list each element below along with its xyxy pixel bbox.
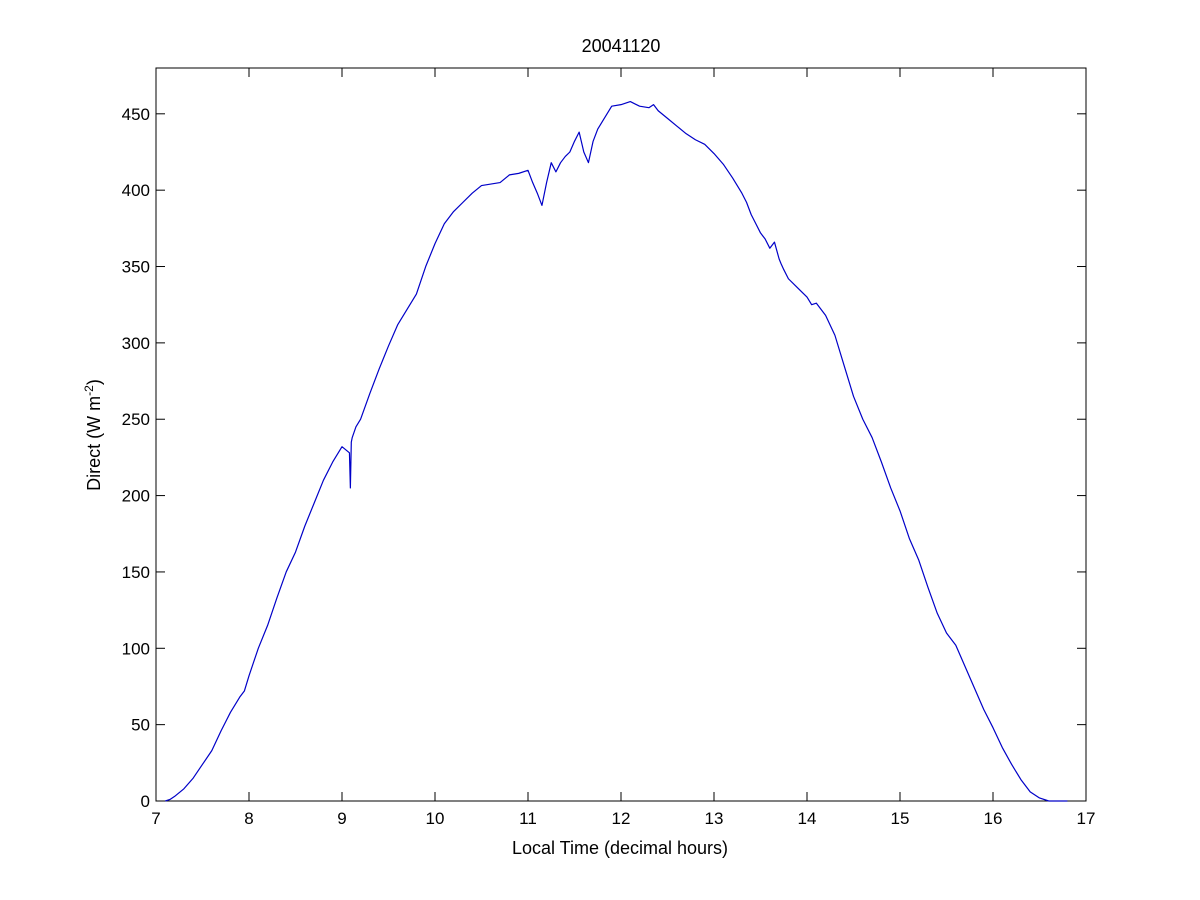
y-tick-label: 150 [122,563,150,582]
x-axis-title: Local Time (decimal hours) [512,838,728,858]
x-tick-label: 10 [426,809,445,828]
y-tick-label: 50 [131,716,150,735]
y-tick-label: 250 [122,410,150,429]
x-axis-ticks: 7 8 9 10 11 12 13 14 15 16 17 [151,68,1095,828]
x-tick-label: 16 [984,809,1003,828]
y-tick-label: 350 [122,258,150,277]
x-tick-label: 7 [151,809,160,828]
y-tick-label: 0 [141,792,150,811]
chart-title: 20041120 [582,36,661,56]
y-tick-label: 450 [122,105,150,124]
y-axis-ticks: 0 50 100 150 200 250 300 350 400 450 [122,105,1086,811]
y-tick-label: 400 [122,181,150,200]
y-axis-title-close: ) [84,379,104,385]
y-axis-title: Direct (W m-2) [82,379,104,491]
x-tick-label: 11 [519,809,537,828]
x-tick-label: 8 [244,809,253,828]
direct-irradiance-line [165,101,1068,802]
y-axis-title-main: Direct (W m [84,396,104,491]
x-tick-label: 9 [337,809,346,828]
y-axis-title-superscript: -2 [82,385,96,396]
y-tick-label: 300 [122,334,150,353]
x-tick-label: 13 [705,809,724,828]
y-tick-label: 100 [122,639,150,658]
x-tick-label: 15 [891,809,910,828]
x-tick-label: 12 [612,809,631,828]
x-tick-label: 17 [1077,809,1096,828]
x-tick-label: 14 [798,809,817,828]
y-tick-label: 200 [122,487,150,506]
